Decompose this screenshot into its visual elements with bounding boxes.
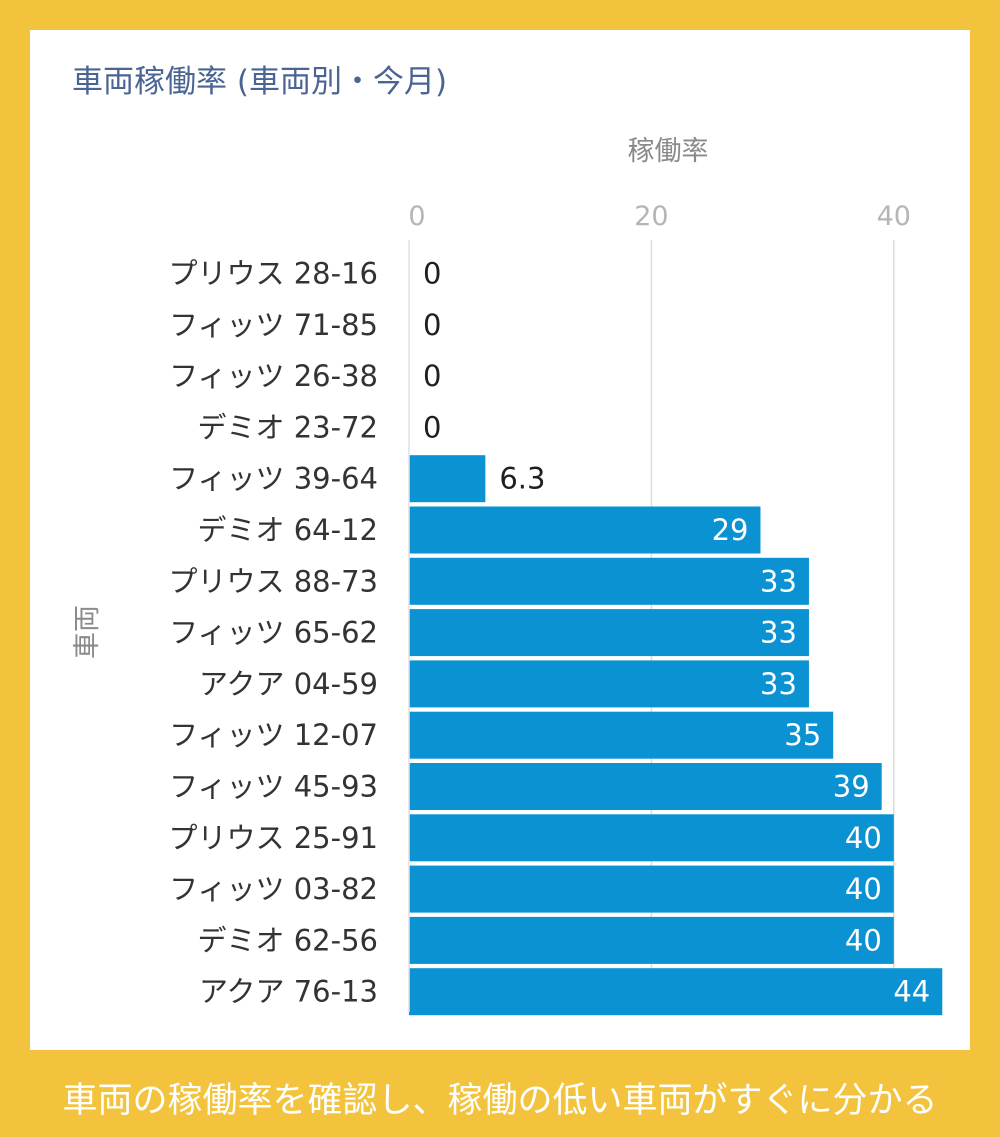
data-label: 44 — [893, 975, 930, 1009]
category-label: フィッツ 26-38 — [169, 359, 378, 393]
bar — [409, 814, 894, 862]
data-label: 0 — [423, 359, 441, 393]
bar — [409, 763, 882, 810]
category-label: アクア 04-59 — [199, 667, 378, 701]
category-label: フィッツ 39-64 — [169, 462, 378, 496]
data-label: 29 — [712, 513, 749, 547]
category-label: フィッツ 71-85 — [169, 308, 378, 342]
data-label: 0 — [423, 257, 441, 291]
category-label: フィッツ 12-07 — [169, 718, 378, 752]
data-label: 33 — [760, 616, 797, 650]
y-axis-title: 車両 — [72, 605, 103, 659]
category-label: デミオ 62-56 — [198, 923, 379, 957]
category-label: アクア 76-13 — [199, 975, 378, 1009]
bar — [409, 455, 486, 503]
data-label: 40 — [845, 872, 882, 906]
data-label: 33 — [760, 667, 797, 701]
data-label: 0 — [423, 308, 441, 342]
category-label: デミオ 64-12 — [198, 513, 379, 547]
bar — [409, 506, 761, 554]
data-label: 0 — [423, 410, 441, 444]
chart-title: 車両稼働率 (車両別・今月) — [72, 64, 448, 100]
x-axis-title: 稼働率 — [628, 136, 709, 167]
data-label: 35 — [784, 718, 821, 752]
bar — [409, 865, 894, 913]
category-label: デミオ 23-72 — [198, 410, 379, 444]
bar — [409, 711, 834, 759]
x-tick-label: 20 — [634, 201, 668, 232]
bar-chart: 稼働率 0 20 40 車両 プリウス 28-16 0 フィッツ 71-85 0 フィッツ 26-… — [72, 136, 943, 1016]
bar — [409, 916, 894, 964]
data-label: 33 — [760, 564, 797, 598]
bar — [409, 557, 809, 605]
category-label: プリウス 25-91 — [169, 821, 379, 855]
category-label: プリウス 88-73 — [169, 564, 379, 598]
bar — [409, 968, 943, 1016]
data-label: 6.3 — [499, 462, 545, 496]
caption: 車両の稼働率を確認し、稼働の低い車両がすぐに分かる — [62, 1081, 938, 1121]
category-label: フィッツ 03-82 — [169, 872, 378, 906]
x-tick-label: 40 — [877, 201, 911, 232]
bar — [409, 660, 809, 708]
category-label: フィッツ 65-62 — [169, 616, 378, 650]
data-label: 39 — [833, 770, 870, 804]
x-tick-label: 0 — [408, 201, 425, 232]
category-label: プリウス 28-16 — [169, 257, 379, 291]
data-label: 40 — [845, 923, 882, 957]
category-label: フィッツ 45-93 — [169, 770, 378, 804]
bar — [409, 609, 809, 657]
data-label: 40 — [845, 821, 882, 855]
